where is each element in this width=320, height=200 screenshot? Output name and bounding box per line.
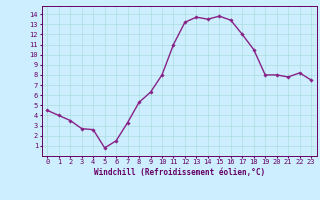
X-axis label: Windchill (Refroidissement éolien,°C): Windchill (Refroidissement éolien,°C) [94, 168, 265, 177]
